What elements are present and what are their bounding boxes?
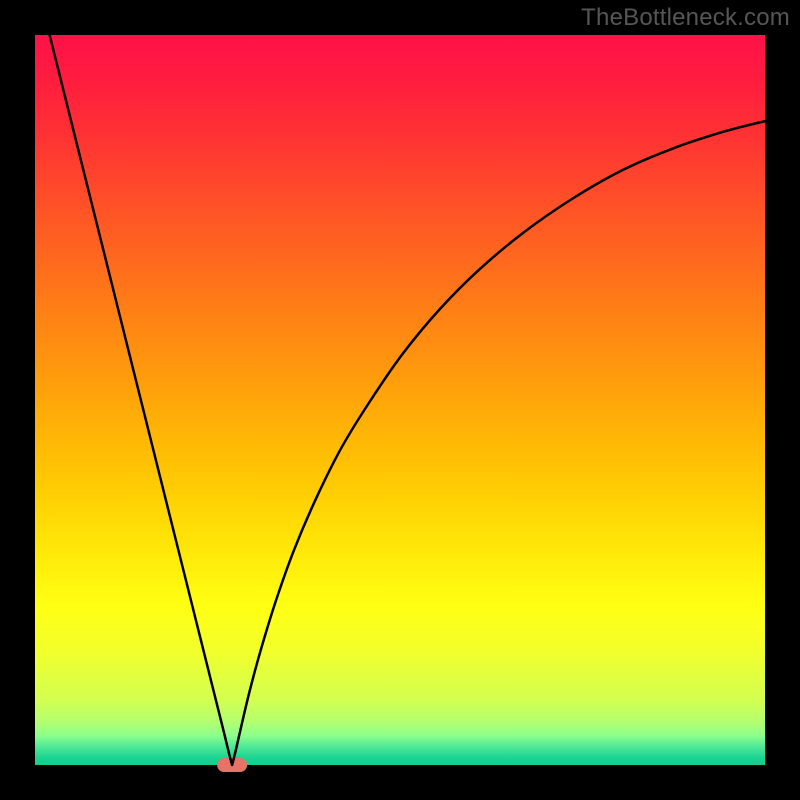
gradient-background (35, 35, 765, 765)
watermark-text: TheBottleneck.com (581, 4, 790, 32)
bottleneck-chart (0, 0, 800, 800)
chart-container: { "watermark": "TheBottleneck.com", "cha… (0, 0, 800, 800)
